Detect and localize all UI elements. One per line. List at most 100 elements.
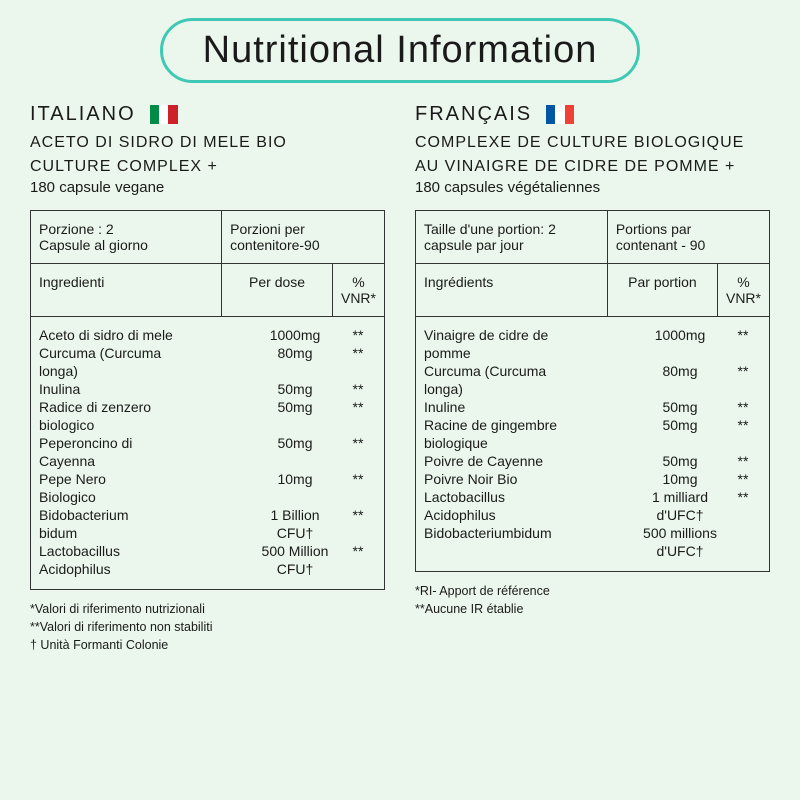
product-title-2: AU VINAIGRE DE CIDRE DE POMME + <box>415 156 770 178</box>
ingredient-name: Poivre Noir Bio <box>424 471 635 487</box>
ingredient-vnr <box>340 453 376 469</box>
ingredient-row: Inulina50mg** <box>39 381 376 397</box>
left-column: ITALIANO ACETO DI SIDRO DI MELE BIO CULT… <box>30 103 385 655</box>
ingredient-vnr: ** <box>725 417 761 433</box>
ingredient-vnr <box>340 561 376 577</box>
ingredient-row: longa) <box>424 381 761 397</box>
ingredient-name: Cayenna <box>39 453 250 469</box>
ingredient-value: 1000mg <box>250 327 340 343</box>
ingredient-vnr <box>340 525 376 541</box>
ingredient-value: 10mg <box>250 471 340 487</box>
ingredient-value: CFU† <box>250 561 340 577</box>
ingredient-name <box>424 543 635 559</box>
ingredient-name: pomme <box>424 345 635 361</box>
ingredient-vnr: ** <box>340 327 376 343</box>
footnote: *Valori di riferimento nutrizionali <box>30 600 385 618</box>
ingredient-vnr: ** <box>725 471 761 487</box>
ingredient-name: Bidobacteriumbidum <box>424 525 635 541</box>
ingredients-cell: Vinaigre de cidre de1000mg**pommeCurcuma… <box>416 317 770 572</box>
footnote: † Unità Formanti Colonie <box>30 636 385 654</box>
col-header: % VNR* <box>332 264 384 317</box>
ingredient-value: 1000mg <box>635 327 725 343</box>
ingredient-vnr: ** <box>725 327 761 343</box>
ingredient-vnr <box>725 345 761 361</box>
ingredient-value: 50mg <box>250 435 340 451</box>
ingredient-vnr: ** <box>725 489 761 505</box>
product-title-1: ACETO DI SIDRO DI MELE BIO <box>30 132 385 154</box>
col-header: Ingrédients <box>416 264 608 317</box>
serving-text: Taille d'une portion: 2 <box>424 221 599 237</box>
ingredient-value: 500 millions <box>635 525 725 541</box>
ingredient-vnr: ** <box>340 543 376 559</box>
ingredient-value <box>250 489 340 505</box>
ingredient-row: Poivre de Cayenne50mg** <box>424 453 761 469</box>
serving-text: contenitore-90 <box>230 237 376 253</box>
ingredient-row: Lactobacillus1 milliard** <box>424 489 761 505</box>
ingredient-vnr: ** <box>340 435 376 451</box>
ingredient-name: Lactobacillus <box>424 489 635 505</box>
ingredient-row: d'UFC† <box>424 543 761 559</box>
footnote: **Valori di riferimento non stabiliti <box>30 618 385 636</box>
ingredient-vnr: ** <box>725 399 761 415</box>
ingredient-row: biologico <box>39 417 376 433</box>
ingredient-vnr: ** <box>340 507 376 523</box>
flag-stripe <box>150 105 159 124</box>
ingredient-value <box>250 453 340 469</box>
ingredient-row: Poivre Noir Bio10mg** <box>424 471 761 487</box>
ingredient-value: 50mg <box>250 381 340 397</box>
page-title: Nutritional Information <box>203 29 598 72</box>
ingredient-vnr: ** <box>340 345 376 361</box>
ingredient-row: pomme <box>424 345 761 361</box>
ingredient-name: Curcuma (Curcuma <box>424 363 635 379</box>
ingredient-row: AcidophilusCFU† <box>39 561 376 577</box>
servings-per: Portions par contenant - 90 <box>607 211 769 264</box>
ingredient-value: 500 Million <box>250 543 340 559</box>
ingredient-row: bidumCFU† <box>39 525 376 541</box>
ingredient-value: 1 Billion <box>250 507 340 523</box>
ingredient-value: d'UFC† <box>635 543 725 559</box>
ingredient-vnr <box>725 543 761 559</box>
flag-stripe <box>565 105 574 124</box>
lang-label: FRANÇAIS <box>415 103 532 126</box>
ingredient-name: Lactobacillus <box>39 543 250 559</box>
ingredient-row: longa) <box>39 363 376 379</box>
ingredient-vnr: ** <box>340 399 376 415</box>
ingredient-vnr: ** <box>340 381 376 397</box>
ingredient-value <box>250 417 340 433</box>
ingredient-name: Peperoncino di <box>39 435 250 451</box>
serving-text: Portions par <box>616 221 761 237</box>
nutrition-table-it: Porzione : 2 Capsule al giorno Porzioni … <box>30 210 385 590</box>
col-header: Par portion <box>607 264 717 317</box>
ingredient-vnr <box>340 489 376 505</box>
ingredient-name: Poivre de Cayenne <box>424 453 635 469</box>
ingredient-name: Acidophilus <box>424 507 635 523</box>
ingredient-value <box>635 381 725 397</box>
ingredient-name: longa) <box>424 381 635 397</box>
footnote: **Aucune IR établie <box>415 600 770 618</box>
ingredient-row: Biologico <box>39 489 376 505</box>
ingredient-row: Bidobacterium1 Billion** <box>39 507 376 523</box>
col-header: % VNR* <box>717 264 769 317</box>
servings-per: Porzioni per contenitore-90 <box>222 211 385 264</box>
ingredient-row: Aceto di sidro di mele1000mg** <box>39 327 376 343</box>
ingredient-name: Pepe Nero <box>39 471 250 487</box>
ingredient-row: Vinaigre de cidre de1000mg** <box>424 327 761 343</box>
ingredient-name: biologico <box>39 417 250 433</box>
ingredient-name: bidum <box>39 525 250 541</box>
ingredient-vnr: ** <box>725 453 761 469</box>
right-column: FRANÇAIS COMPLEXE DE CULTURE BIOLOGIQUE … <box>415 103 770 655</box>
ingredient-name: Biologico <box>39 489 250 505</box>
ingredient-name: Aceto di sidro di mele <box>39 327 250 343</box>
ingredient-name: Vinaigre de cidre de <box>424 327 635 343</box>
france-flag-icon <box>546 105 574 124</box>
ingredient-vnr <box>340 363 376 379</box>
ingredient-value: d'UFC† <box>635 507 725 523</box>
columns: ITALIANO ACETO DI SIDRO DI MELE BIO CULT… <box>30 103 770 655</box>
ingredient-value: 50mg <box>635 417 725 433</box>
ingredient-row: Bidobacteriumbidum500 millions <box>424 525 761 541</box>
footnotes-fr: *RI- Apport de référence **Aucune IR éta… <box>415 582 770 618</box>
title-header: Nutritional Information <box>160 18 641 83</box>
flag-stripe <box>555 105 564 124</box>
ingredient-value: 10mg <box>635 471 725 487</box>
ingredient-row: Racine de gingembre50mg** <box>424 417 761 433</box>
